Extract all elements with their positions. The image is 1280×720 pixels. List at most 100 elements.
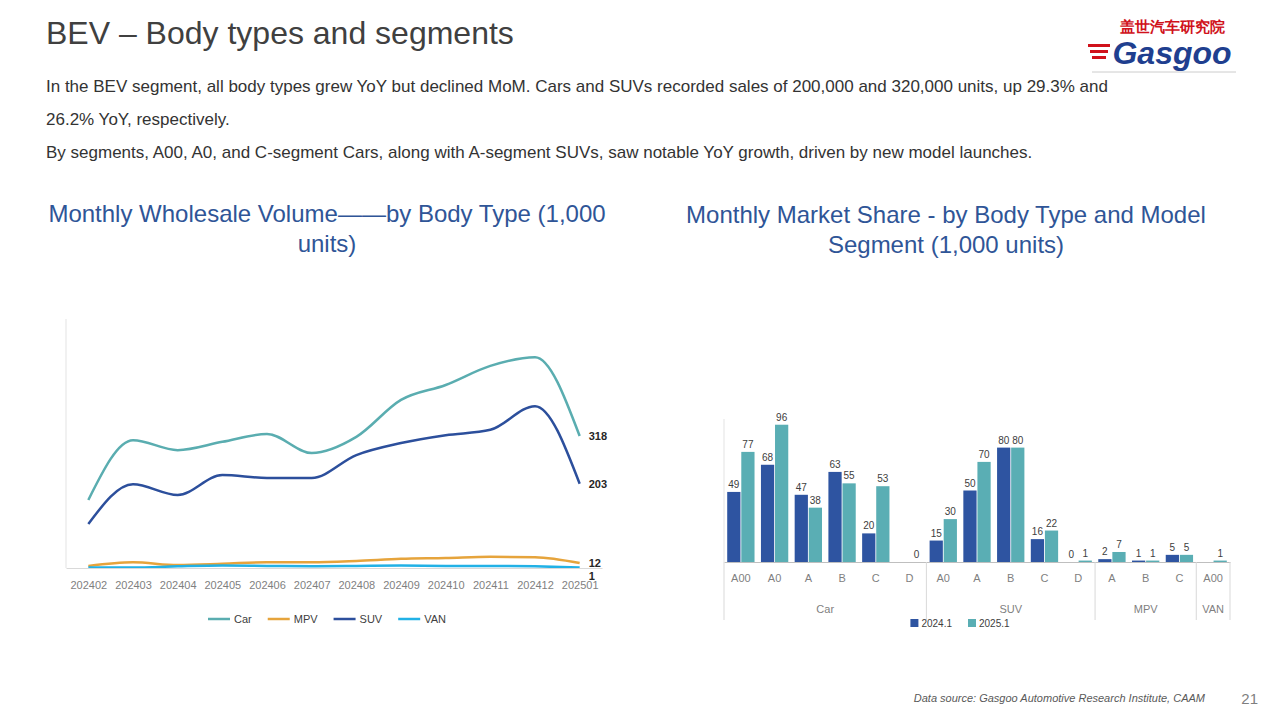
data-label: 203 bbox=[589, 478, 607, 490]
legend-swatch bbox=[398, 618, 420, 621]
x-tick: D bbox=[1074, 562, 1082, 584]
legend-label: 2024.1 bbox=[921, 618, 952, 629]
data-label: 1 bbox=[1136, 548, 1142, 559]
bar bbox=[842, 483, 855, 562]
data-label: 2 bbox=[1102, 546, 1108, 557]
x-tick: B bbox=[1142, 562, 1149, 584]
legend: Car MPV SUV VAN bbox=[208, 613, 446, 625]
logo: 盖世汽车研究院Gasgoo bbox=[1088, 18, 1236, 72]
data-label: 53 bbox=[877, 473, 889, 484]
x-tick-label: B bbox=[1142, 572, 1149, 584]
legend-swatch bbox=[208, 618, 230, 621]
page-number: 21 bbox=[1241, 690, 1258, 707]
logo-text: Gasgoo bbox=[1112, 35, 1231, 71]
plot-marks bbox=[727, 425, 1227, 562]
data-label: 47 bbox=[796, 482, 808, 493]
legend-item: VAN bbox=[398, 613, 446, 625]
bar bbox=[977, 462, 990, 562]
x-tick: 202501 bbox=[562, 568, 599, 591]
data-label: 0 bbox=[1068, 549, 1074, 560]
series-line bbox=[88, 566, 579, 568]
x-tick-label: A bbox=[973, 572, 981, 584]
x-axis: 2024022024032024042024052024062024072024… bbox=[67, 568, 603, 591]
x-tick: 202412 bbox=[517, 568, 554, 591]
legend-label: Car bbox=[234, 613, 252, 625]
bar bbox=[1079, 561, 1092, 562]
legend-item: Car bbox=[208, 613, 252, 625]
data-label: 50 bbox=[964, 478, 976, 489]
data-label: 1 bbox=[1082, 548, 1088, 559]
paragraph-line: By segments, A00, A0, and C-segment Cars… bbox=[46, 143, 1032, 162]
x-tick: C bbox=[1175, 562, 1183, 584]
x-tick-label: 202412 bbox=[517, 579, 554, 591]
group-separator bbox=[1196, 562, 1197, 620]
bar bbox=[997, 448, 1010, 562]
y-axis-line bbox=[724, 419, 725, 562]
x-tick-label: A bbox=[805, 572, 813, 584]
data-label: 38 bbox=[810, 495, 822, 506]
bar bbox=[809, 508, 822, 562]
legend-label: VAN bbox=[424, 613, 446, 625]
data-label: 12 bbox=[589, 557, 601, 569]
legend-swatch bbox=[334, 618, 356, 621]
footer-source: Data source: Gasgoo Automotive Research … bbox=[914, 692, 1206, 704]
logo-rule bbox=[1092, 72, 1236, 73]
x-tick: A00 bbox=[731, 562, 751, 584]
logo-stripe bbox=[1090, 50, 1108, 53]
x-tick-label: A00 bbox=[1203, 572, 1223, 584]
data-label: 1 bbox=[1217, 548, 1223, 559]
series-line bbox=[88, 357, 579, 500]
chart-title-line: Monthly Wholesale Volume——by Body Type (… bbox=[48, 200, 605, 227]
legend-label: 2025.1 bbox=[979, 618, 1010, 629]
data-label: 5 bbox=[1184, 542, 1190, 553]
legend-label: SUV bbox=[360, 613, 383, 625]
data-label: 70 bbox=[978, 449, 990, 460]
x-tick: 202407 bbox=[294, 568, 331, 591]
logo-stripe bbox=[1092, 56, 1106, 59]
bar bbox=[1011, 448, 1024, 562]
data-label: 96 bbox=[776, 412, 788, 423]
line-chart: Monthly Wholesale Volume——by Body Type (… bbox=[48, 200, 607, 625]
bar bbox=[1045, 531, 1058, 562]
legend-item: MPV bbox=[268, 613, 319, 625]
logo-cn: 盖世汽车研究院 bbox=[1120, 18, 1225, 35]
bar bbox=[775, 425, 788, 562]
legend-swatch bbox=[910, 619, 918, 627]
legend-item: 2024.1 bbox=[910, 618, 952, 629]
x-tick-label: D bbox=[906, 572, 914, 584]
x-tick: A0 bbox=[937, 562, 950, 584]
data-label: 318 bbox=[589, 430, 607, 442]
x-tick: A bbox=[1108, 562, 1116, 584]
chart-title-line: units) bbox=[298, 230, 357, 257]
x-tick-label: B bbox=[1007, 572, 1014, 584]
x-tick: B bbox=[838, 562, 845, 584]
x-tick: D bbox=[906, 562, 914, 584]
x-tick-label: 202409 bbox=[383, 579, 420, 591]
paragraph-line: In the BEV segment, all body types grew … bbox=[46, 77, 1108, 96]
x-tick-label: 202407 bbox=[294, 579, 331, 591]
x-tick: 202403 bbox=[115, 568, 152, 591]
group-label: VAN bbox=[1202, 603, 1224, 615]
bar bbox=[876, 486, 889, 562]
x-tick-label: 202408 bbox=[338, 579, 375, 591]
group-separator bbox=[926, 562, 927, 620]
group-label: MPV bbox=[1134, 603, 1159, 615]
logo-stripe bbox=[1088, 44, 1110, 47]
group-separator bbox=[1230, 562, 1231, 620]
data-label: 1 bbox=[1150, 548, 1156, 559]
bar bbox=[727, 492, 740, 562]
x-tick-label: 202403 bbox=[115, 579, 152, 591]
legend-item: 2025.1 bbox=[968, 618, 1010, 629]
data-label: 49 bbox=[728, 479, 740, 490]
data-label: 30 bbox=[945, 506, 957, 517]
x-tick-label: C bbox=[1040, 572, 1048, 584]
legend-swatch bbox=[968, 619, 976, 627]
x-axis-line bbox=[725, 562, 1231, 563]
x-tick-label: C bbox=[872, 572, 880, 584]
plot-marks bbox=[88, 357, 579, 567]
chart-title-line: Segment (1,000 units) bbox=[828, 231, 1064, 258]
chart-title: Monthly Wholesale Volume——by Body Type (… bbox=[48, 200, 605, 257]
x-tick-label: C bbox=[1175, 572, 1183, 584]
x-tick: A bbox=[973, 562, 981, 584]
x-tick: 202410 bbox=[428, 568, 465, 591]
